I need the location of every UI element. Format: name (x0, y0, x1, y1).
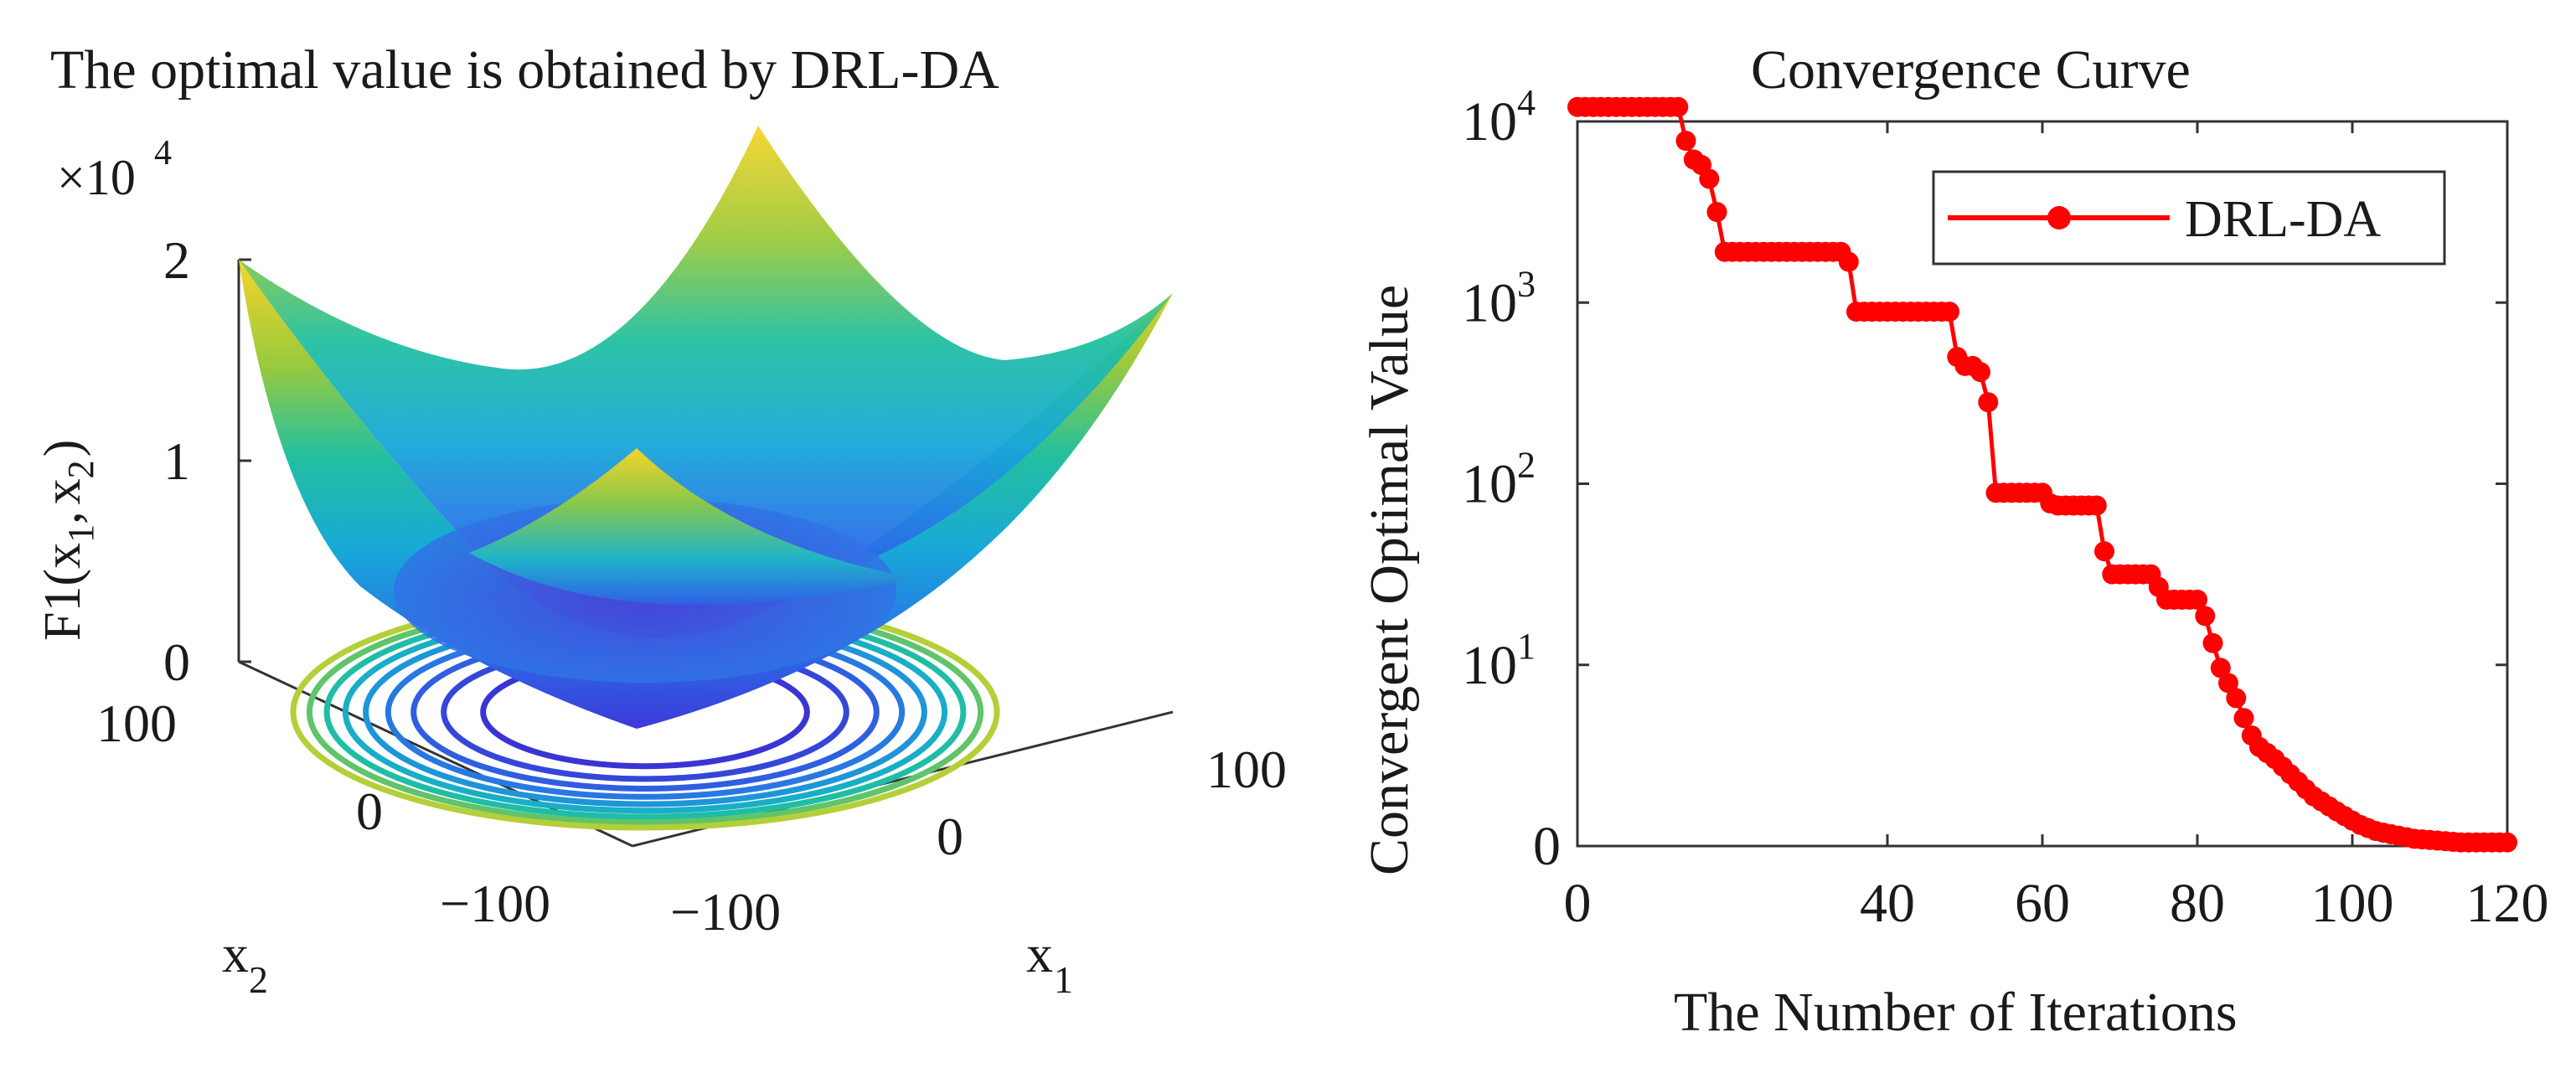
x-ticks: 0 40 60 80 100 120 (1564, 121, 2549, 934)
surface-title: The optimal value is obtained by DRL-DA (50, 39, 999, 101)
z-label-close: ) (34, 440, 91, 457)
series-point (2218, 673, 2238, 694)
series-point (1838, 251, 1859, 272)
x-tick-label: 100 (2311, 873, 2394, 934)
legend-marker (2047, 206, 2071, 230)
z-label-base: F1( (34, 569, 91, 641)
z-tick-label: 1 (163, 431, 190, 491)
x2-tick-label: 100 (96, 694, 177, 753)
surface-inner-peak (469, 448, 913, 605)
z-label-sep: , (34, 511, 91, 524)
series-point (2086, 495, 2107, 516)
x1-tick-label: 0 (937, 807, 963, 866)
surface-panel: The optimal value is obtained by DRL-DA … (34, 39, 1287, 1001)
z-tick-label: 2 (163, 230, 190, 290)
z-label-x1: x (34, 543, 91, 569)
z-scale-base: ×10 (57, 150, 136, 205)
z-axis-label: F1(x1,x2) (34, 440, 101, 641)
x2-tick-label: 0 (356, 782, 383, 841)
x-tick-label: 120 (2466, 873, 2549, 934)
legend: DRL-DA (1932, 170, 2446, 266)
series-point (2202, 632, 2223, 653)
z-tick-label: 0 (163, 632, 190, 692)
x2-tick-label: −100 (440, 874, 550, 933)
z-label-x1-sub: 1 (60, 524, 101, 543)
x1-axis-label: x 1 (1026, 924, 1073, 1001)
series-drl-da (1567, 96, 2517, 853)
convergence-title: Convergence Curve (1751, 39, 2191, 101)
x-tick-label: 0 (1564, 873, 1592, 934)
series-point (1970, 362, 1990, 383)
x-tick-label: 40 (1860, 873, 1915, 934)
y-tick-label: 0 (1533, 816, 1561, 877)
x-axis-label: The Number of Iterations (1674, 982, 2238, 1043)
series-point (2233, 708, 2254, 729)
y-tick-label: 103 (1462, 263, 1536, 333)
series-point (2094, 541, 2114, 562)
series-point (2226, 688, 2247, 709)
series-point (1978, 392, 1999, 413)
series-point (2187, 589, 2207, 610)
x1-label-base: x (1026, 924, 1053, 983)
x1-label-sub: 1 (1054, 958, 1073, 1001)
z-scale-factor: ×10 4 (57, 134, 172, 205)
x-tick-label: 80 (2170, 873, 2225, 934)
x1-tick-label: −100 (670, 882, 781, 942)
svg-text:F1(x1,x2): F1(x1,x2) (34, 440, 101, 641)
series-point (1706, 202, 1727, 223)
surface-back-wall (239, 126, 1173, 638)
y-tick-label: 104 (1462, 82, 1536, 152)
y-axis-label: Convergent Optimal Value (1359, 285, 1420, 875)
y-axis-label-wrap: Convergent Optimal Value (1359, 285, 1420, 875)
series-point (2497, 832, 2517, 853)
z-scale-exponent: 4 (154, 134, 172, 173)
series-point (1939, 302, 1959, 322)
x2-label-base: x (222, 924, 249, 983)
legend-label: DRL-DA (2185, 191, 2381, 248)
x2-label-sub: 2 (249, 958, 268, 1001)
z-label-x2-sub: 2 (60, 460, 101, 478)
x-tick-label: 60 (2015, 873, 2070, 934)
y-tick-label: 102 (1462, 445, 1536, 515)
series-point (1668, 96, 1689, 117)
x1-tick-label: 100 (1206, 740, 1287, 799)
series-point (1675, 131, 1696, 152)
y-tick-label: 101 (1462, 626, 1536, 696)
series-point (2195, 606, 2216, 627)
x2-axis-label: x 2 (222, 924, 268, 1001)
y-ticks: 0 101 102 103 104 (1462, 82, 2507, 877)
series-point (1699, 168, 1720, 189)
series-point (2210, 658, 2231, 678)
z-label-x2: x (34, 478, 91, 504)
convergence-panel: Convergence Curve 0 40 60 80 100 120 0 101 102 1… (1359, 39, 2549, 1043)
